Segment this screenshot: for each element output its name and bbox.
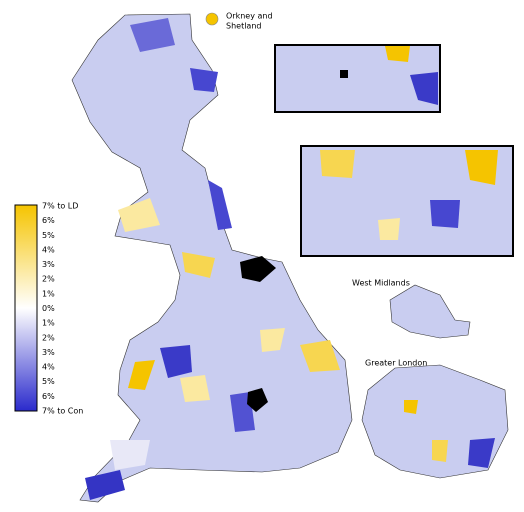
region: [378, 218, 400, 240]
legend-label: 5%: [42, 231, 55, 240]
annotation: Shetland: [226, 22, 261, 31]
region: [385, 46, 410, 62]
region: [300, 340, 340, 372]
legend-label: 0%: [42, 304, 55, 313]
region: [468, 438, 495, 468]
legend-label: 4%: [42, 363, 55, 372]
region: [432, 440, 448, 462]
region: [85, 470, 125, 500]
region: [260, 328, 285, 352]
region: [180, 375, 210, 402]
west-midlands: [389, 284, 471, 339]
legend-label: 2%: [42, 333, 55, 342]
region: [118, 198, 160, 232]
legend-label: 7% to LD: [42, 202, 78, 211]
region: [128, 360, 155, 390]
legend-label: 4%: [42, 245, 55, 254]
legend-label: 5%: [42, 377, 55, 386]
region: [208, 180, 232, 230]
legend-label: 3%: [42, 260, 55, 269]
region: [320, 150, 355, 178]
region: [404, 400, 418, 414]
legend-label: 6%: [42, 216, 55, 225]
region: [182, 252, 215, 278]
region: [410, 72, 438, 105]
region: [240, 256, 276, 282]
legend-label: 3%: [42, 348, 55, 357]
orkney-marker: [205, 12, 219, 26]
legend-label: 7% to Con: [42, 407, 83, 416]
legend-scale: [14, 204, 38, 412]
legend: 7% to LD 6% 5% 4% 3% 2% 1% 0% 1% 2% 3% 4% 5% 6% 7% to …: [42, 202, 83, 416]
legend-label: 1%: [42, 319, 55, 328]
region: [340, 70, 348, 78]
legend-label: 2%: [42, 275, 55, 284]
annotation: Greater London: [365, 359, 427, 368]
legend-label: 6%: [42, 392, 55, 401]
region: [465, 150, 498, 185]
annotation: West Midlands: [352, 279, 410, 288]
region: [160, 345, 192, 378]
region: [110, 440, 150, 470]
region: [247, 388, 268, 412]
legend-label: 1%: [42, 289, 55, 298]
region: [190, 68, 218, 92]
region: [430, 200, 460, 228]
region: [130, 18, 175, 52]
annotation: Orkney and: [226, 12, 273, 21]
